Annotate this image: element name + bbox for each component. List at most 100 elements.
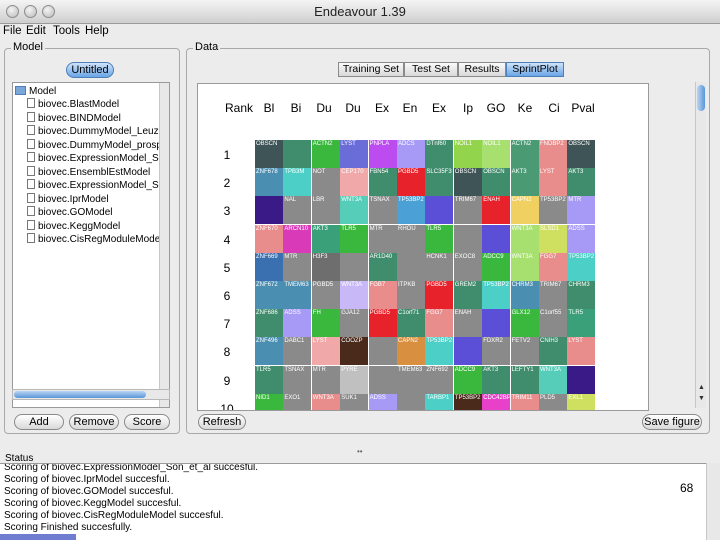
heatmap-cell[interactable] (397, 252, 425, 281)
heatmap-cell[interactable]: TMEM63 (397, 365, 425, 394)
heatmap-cell[interactable] (397, 393, 425, 410)
heatmap-cell[interactable] (453, 224, 482, 253)
heatmap-cell[interactable]: ZNF678 (255, 168, 283, 197)
heatmap-cell[interactable]: NOT (311, 168, 340, 197)
heatmap-cell[interactable]: AKT3 (510, 168, 539, 197)
heatmap-cell[interactable]: MTR (567, 196, 596, 225)
heatmap-cell[interactable]: LYST (311, 337, 340, 366)
tree-item[interactable]: biovec.EnsemblEstModel (27, 165, 150, 179)
tab-training-set[interactable]: Training Set (338, 62, 404, 77)
heatmap-cell[interactable]: OBSCN (255, 140, 283, 168)
heatmap-cell[interactable]: FGG7 (425, 309, 454, 338)
tab-test-set[interactable]: Test Set (404, 62, 458, 77)
heatmap-cell[interactable]: DABC1 (283, 337, 312, 366)
heatmap-cell[interactable]: ZNF496 (255, 337, 283, 366)
tree-item[interactable]: biovec.ExpressionModel_Son_e (27, 179, 169, 192)
heatmap-cell[interactable]: PGBD5 (425, 281, 454, 309)
heatmap-cell[interactable]: OBSCN (482, 168, 511, 197)
heatmap-cell[interactable]: TP53BP2 (539, 196, 567, 225)
tab-results[interactable]: Results (458, 62, 506, 77)
score-button[interactable]: Score (124, 414, 170, 430)
heatmap-cell[interactable]: ITPKB (397, 281, 425, 309)
heatmap-cell[interactable]: ADCC9 (453, 365, 482, 394)
tree-horizontal-scrollbar[interactable] (12, 389, 170, 400)
tab-sprintplot[interactable]: SprintPlot (506, 62, 564, 77)
heatmap-cell[interactable]: LYST (567, 337, 596, 366)
scroll-up-arrow-icon[interactable]: ▲ (698, 384, 705, 391)
heatmap-cell[interactable]: EXO1 (283, 393, 312, 410)
heatmap-cell[interactable]: TLR5 (340, 224, 369, 253)
heatmap-cell[interactable]: MTR (311, 365, 340, 394)
heatmap-cell[interactable]: TP53BP2 (425, 337, 454, 366)
tree-root[interactable]: Model (15, 85, 56, 98)
heatmap-cell[interactable]: FGG7 (539, 252, 567, 281)
heatmap-cell[interactable]: COOZP (340, 337, 369, 366)
heatmap-cell[interactable]: AKT3 (567, 168, 596, 197)
heatmap-cell[interactable]: ZNF672 (255, 281, 283, 309)
heatmap-cell[interactable]: NAL (283, 196, 312, 225)
menu-file[interactable]: File (3, 25, 22, 37)
tree-horizontal-scroll-thumb[interactable] (14, 391, 146, 398)
heatmap-cell[interactable]: NOIL1 (482, 140, 511, 168)
heatmap-cell[interactable]: CEP170 (340, 168, 369, 197)
heatmap-cell[interactable] (567, 365, 596, 394)
tree-item[interactable]: biovec.ExpressionModel_Su_et (27, 152, 169, 165)
heatmap-cell[interactable]: CDC42BP (482, 393, 511, 410)
heatmap-cell[interactable]: TLR5 (567, 309, 596, 338)
heatmap-cell[interactable]: SLC35F3 (425, 168, 454, 197)
heatmap-cell[interactable]: ADCC9 (482, 252, 511, 281)
heatmap-cell[interactable]: CAPN2 (397, 337, 425, 366)
heatmap-cell[interactable]: TPB3M (283, 168, 312, 197)
heatmap-cell[interactable]: WNT3A (510, 224, 539, 253)
heatmap-cell[interactable]: LBR (311, 196, 340, 225)
heatmap-cell[interactable] (482, 224, 511, 253)
heatmap-cell[interactable]: TLR5 (425, 224, 454, 253)
heatmap-cell[interactable]: CAPN2 (510, 196, 539, 225)
heatmap-cell[interactable]: TLR5 (255, 365, 283, 394)
heatmap-cell[interactable]: FNDBP2 (539, 140, 567, 168)
save-figure-button[interactable]: Save figure (642, 414, 702, 430)
heatmap-cell[interactable] (340, 252, 369, 281)
heatmap-cell[interactable]: TRIM11 (510, 393, 539, 410)
heatmap-cell[interactable]: WNT3A (539, 365, 567, 394)
heatmap-cell[interactable]: TSNAX (283, 365, 312, 394)
heatmap-cell[interactable]: TP53BP2 (453, 393, 482, 410)
menu-tools[interactable]: Tools (53, 25, 80, 37)
close-window-button[interactable] (6, 5, 19, 18)
heatmap-cell[interactable]: PYRE (340, 365, 369, 394)
tree-item[interactable]: biovec.IprModel (27, 192, 109, 206)
heatmap-cell[interactable]: FETV2 (510, 337, 539, 366)
heatmap-cell[interactable]: LYST (340, 140, 369, 168)
scroll-down-arrow-icon[interactable]: ▼ (698, 395, 705, 402)
heatmap-cell[interactable]: NOIL1 (453, 140, 482, 168)
heatmap-cell[interactable]: TSNAX (368, 196, 397, 225)
heatmap-cell[interactable] (453, 337, 482, 366)
heatmap-cell[interactable]: WNT3A (340, 281, 369, 309)
heatmap-cell[interactable]: EXL1 (567, 393, 596, 410)
heatmap-cell[interactable]: OBSCN (567, 140, 596, 168)
menu-edit[interactable]: Edit (26, 25, 46, 37)
heatmap-cell[interactable]: DTnf60 (425, 140, 454, 168)
heatmap-cell[interactable]: NID1 (255, 393, 283, 410)
heatmap-cell[interactable]: ADSS (368, 393, 397, 410)
heatmap-cell[interactable]: SLSD1 (539, 224, 567, 253)
heatmap-cell[interactable]: ZNF669 (255, 252, 283, 281)
heatmap-cell[interactable]: CHRM3 (510, 281, 539, 309)
heatmap-cell[interactable] (368, 337, 397, 366)
heatmap-cell[interactable]: ADSS (283, 309, 312, 338)
heatmap-cell[interactable]: ZNF692 (425, 365, 454, 394)
heatmap-cell[interactable]: TRIM67 (539, 281, 567, 309)
heatmap-cell[interactable]: GJA12 (340, 309, 369, 338)
heatmap-cell[interactable]: PGBD5 (311, 281, 340, 309)
tree-item[interactable]: biovec.BINDModel (27, 111, 121, 125)
heatmap-cell[interactable]: PLD5 (539, 393, 567, 410)
heatmap-cell[interactable]: LEFTY1 (510, 365, 539, 394)
heatmap-cell[interactable] (283, 140, 312, 168)
heatmap-cell[interactable]: PGBD5 (397, 168, 425, 197)
heatmap-cell[interactable]: ENAH (482, 196, 511, 225)
heatmap-cell[interactable]: FH (311, 309, 340, 338)
heatmap-cell[interactable]: FGB7 (368, 281, 397, 309)
heatmap-cell[interactable]: TMEM63 (283, 281, 312, 309)
tree-item[interactable]: biovec.KeggModel (27, 219, 120, 233)
zoom-window-button[interactable] (42, 5, 55, 18)
